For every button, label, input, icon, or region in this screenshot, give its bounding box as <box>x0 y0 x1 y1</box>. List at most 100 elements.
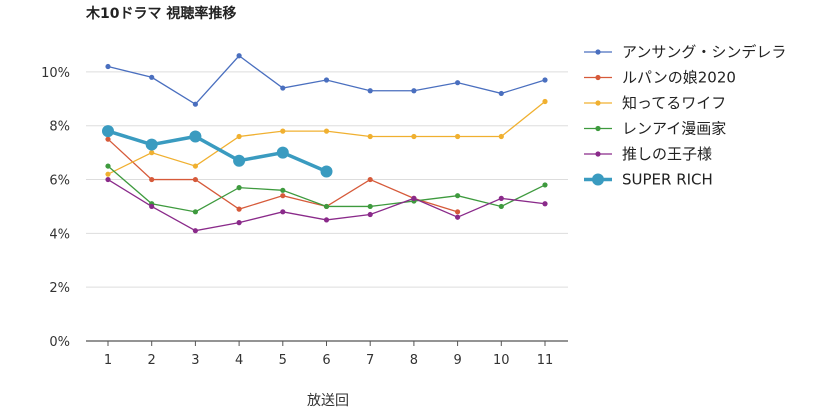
data-point <box>542 201 548 207</box>
y-axis-ticks: 0% 2% 4% 6% 8% 10% <box>41 66 70 350</box>
x-tick-label: 2 <box>148 353 156 368</box>
x-tick-label: 1 <box>104 353 112 368</box>
y-tick-label: 8% <box>49 120 70 135</box>
data-point <box>102 125 114 138</box>
data-point <box>455 193 461 199</box>
x-tick-label: 11 <box>537 353 554 368</box>
data-point <box>455 80 461 86</box>
data-point <box>367 203 373 210</box>
legend-label: SUPER RICH <box>622 171 713 189</box>
data-point <box>149 176 155 183</box>
data-point <box>411 88 417 94</box>
data-point <box>367 88 373 94</box>
data-point <box>236 133 242 140</box>
chart-title: 木10ドラマ 視聴率推移 <box>85 5 236 22</box>
data-point <box>498 133 504 140</box>
y-tick-label: 0% <box>49 335 70 350</box>
legend-marker <box>592 173 604 186</box>
legend-label: 知ってるワイフ <box>622 94 726 112</box>
legend-item: レンアイ漫画家 <box>584 120 726 138</box>
data-point <box>149 150 155 156</box>
data-point <box>323 128 330 134</box>
data-point <box>323 217 330 223</box>
data-point <box>149 74 155 80</box>
y-tick-label: 2% <box>49 281 70 296</box>
data-point <box>192 228 198 234</box>
data-point <box>192 101 198 107</box>
data-point <box>498 195 504 201</box>
x-tick-label: 4 <box>235 353 243 368</box>
data-point <box>192 176 198 183</box>
data-point <box>323 203 330 210</box>
data-point <box>320 165 333 178</box>
legend-marker <box>595 125 601 132</box>
legend-item: ルパンの娘2020 <box>584 69 736 87</box>
series-line <box>107 101 546 175</box>
data-point <box>323 77 330 83</box>
legend-label: アンサング・シンデレラ <box>622 43 786 61</box>
series-2 <box>105 98 548 177</box>
data-point <box>411 195 417 201</box>
data-point <box>236 185 242 191</box>
data-point <box>189 130 202 143</box>
x-tick-label: 3 <box>191 353 199 368</box>
x-tick-label: 7 <box>366 353 374 368</box>
data-point <box>498 90 504 97</box>
series-lines <box>102 53 548 234</box>
legend-item: SUPER RICH <box>584 171 713 189</box>
data-point <box>192 209 198 215</box>
data-point <box>280 128 286 134</box>
data-point <box>236 220 242 226</box>
data-point <box>542 182 548 188</box>
data-point <box>367 133 373 140</box>
x-tick-label: 9 <box>453 353 461 368</box>
legend-marker <box>595 151 601 157</box>
data-point <box>455 209 461 215</box>
legend-item: 推しの王子様 <box>584 145 712 163</box>
legend-label: ルパンの娘2020 <box>622 69 736 87</box>
data-point <box>105 176 111 183</box>
y-tick-label: 4% <box>49 227 70 242</box>
data-point <box>236 53 242 59</box>
data-point <box>233 154 246 167</box>
x-axis-ticks: 1 2 3 4 5 6 7 8 9 10 11 <box>104 341 553 368</box>
data-point <box>149 203 155 210</box>
y-tick-label: 10% <box>41 66 70 81</box>
data-point <box>280 187 286 193</box>
data-point <box>145 138 158 151</box>
data-point <box>280 193 286 199</box>
data-point <box>280 209 286 215</box>
legend-label: レンアイ漫画家 <box>622 120 726 138</box>
data-point <box>280 85 286 91</box>
data-point <box>236 206 242 212</box>
data-point <box>542 77 548 83</box>
x-tick-label: 6 <box>322 353 330 368</box>
data-point <box>455 133 461 140</box>
data-point <box>367 176 373 183</box>
series-5 <box>102 125 333 178</box>
series-0 <box>105 53 548 107</box>
data-point <box>367 211 373 218</box>
series-4 <box>105 176 548 234</box>
legend-item: 知ってるワイフ <box>584 94 726 112</box>
data-point <box>105 171 111 177</box>
legend-label: 推しの王子様 <box>622 145 712 163</box>
data-point <box>498 203 504 210</box>
series-line <box>107 129 328 174</box>
data-point <box>411 133 417 140</box>
data-point <box>105 163 111 169</box>
data-point <box>276 146 289 159</box>
x-tick-label: 8 <box>410 353 418 368</box>
x-axis-title: 放送回 <box>307 393 349 409</box>
data-point <box>105 63 111 70</box>
data-point <box>455 214 461 220</box>
legend-item: アンサング・シンデレラ <box>584 43 786 61</box>
y-tick-label: 6% <box>49 174 70 189</box>
data-point <box>105 136 111 142</box>
legend-marker <box>595 74 601 81</box>
legend-marker <box>595 100 601 106</box>
data-point <box>192 163 198 169</box>
legend-marker <box>595 49 601 55</box>
